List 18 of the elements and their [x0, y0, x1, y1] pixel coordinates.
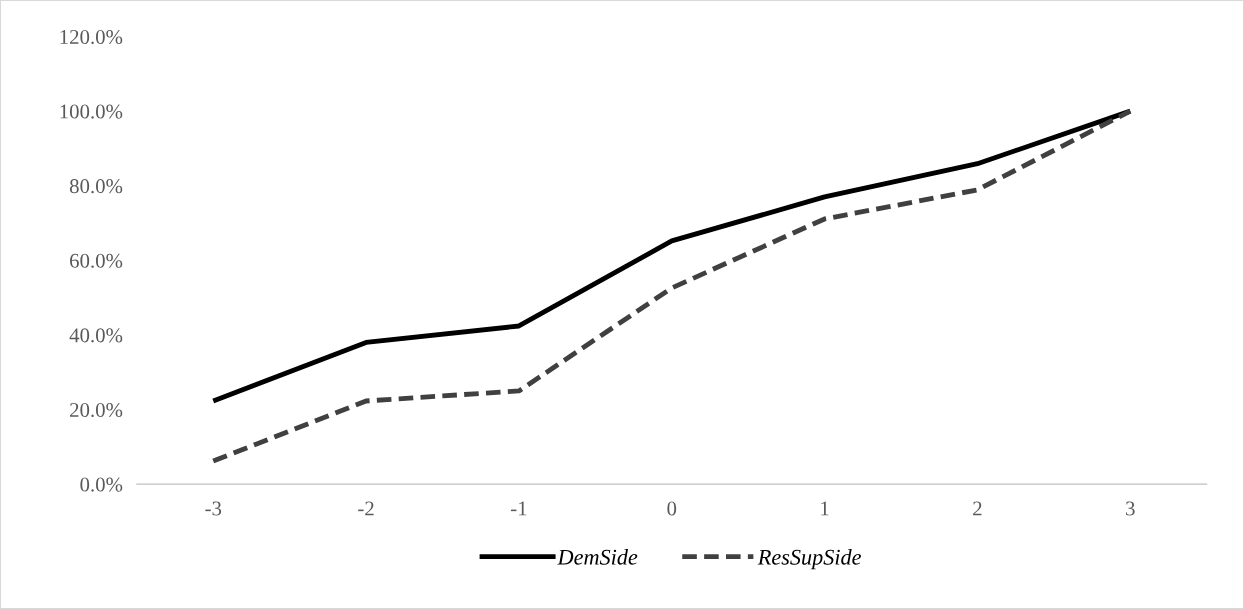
x-tick-label: 1 — [821, 501, 829, 516]
y-tick-label: 100.0% — [60, 104, 123, 119]
x-tick-label: 0 — [667, 501, 677, 516]
x-tick-label: 2 — [973, 501, 982, 516]
y-tick-label: 0.0% — [80, 477, 123, 492]
y-tick-label: 120.0% — [60, 29, 123, 45]
legend-label: ResSupSide — [757, 549, 861, 570]
line-series — [210, 108, 1133, 464]
x-tick-label: -2 — [358, 501, 374, 516]
x-tick-label: -3 — [205, 501, 222, 516]
line-series — [210, 108, 1133, 404]
x-tick-label: -1 — [511, 501, 527, 516]
y-tick-label: 40.0% — [69, 328, 123, 343]
legend-label: DemSide — [557, 549, 638, 565]
y-tick-label: 20.0% — [70, 402, 123, 418]
y-tick-label: 60.0% — [70, 253, 123, 268]
y-tick-label: 80.0% — [69, 179, 123, 194]
x-tick-label: 3 — [1126, 501, 1135, 516]
